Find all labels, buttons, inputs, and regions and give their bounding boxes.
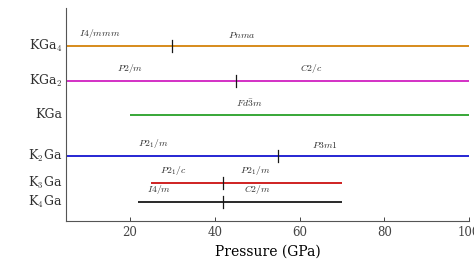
Text: $P2_1/c$: $P2_1/c$ <box>160 164 186 177</box>
Text: K$_4$Ga: K$_4$Ga <box>28 194 63 210</box>
Text: $C2/m$: $C2/m$ <box>245 183 272 196</box>
Text: $Pnma$: $Pnma$ <box>228 30 255 40</box>
Text: K$_2$Ga: K$_2$Ga <box>28 148 63 164</box>
Text: KGa: KGa <box>36 108 63 121</box>
Text: $I4/mmm$: $I4/mmm$ <box>79 27 120 40</box>
Text: $P2_1/m$: $P2_1/m$ <box>138 137 169 150</box>
Text: $C2/c$: $C2/c$ <box>300 62 322 75</box>
Text: $Fd\bar{3}m$: $Fd\bar{3}m$ <box>236 97 263 109</box>
X-axis label: Pressure (GPa): Pressure (GPa) <box>215 245 321 259</box>
Text: K$_3$Ga: K$_3$Ga <box>28 175 63 191</box>
Text: $I4/m$: $I4/m$ <box>147 183 171 196</box>
Text: $P3m1$: $P3m1$ <box>312 140 338 150</box>
Text: $P2_1/m$: $P2_1/m$ <box>240 164 271 177</box>
Text: KGa$_2$: KGa$_2$ <box>29 73 63 89</box>
Text: KGa$_4$: KGa$_4$ <box>29 38 63 55</box>
Text: $P2/m$: $P2/m$ <box>117 62 144 75</box>
